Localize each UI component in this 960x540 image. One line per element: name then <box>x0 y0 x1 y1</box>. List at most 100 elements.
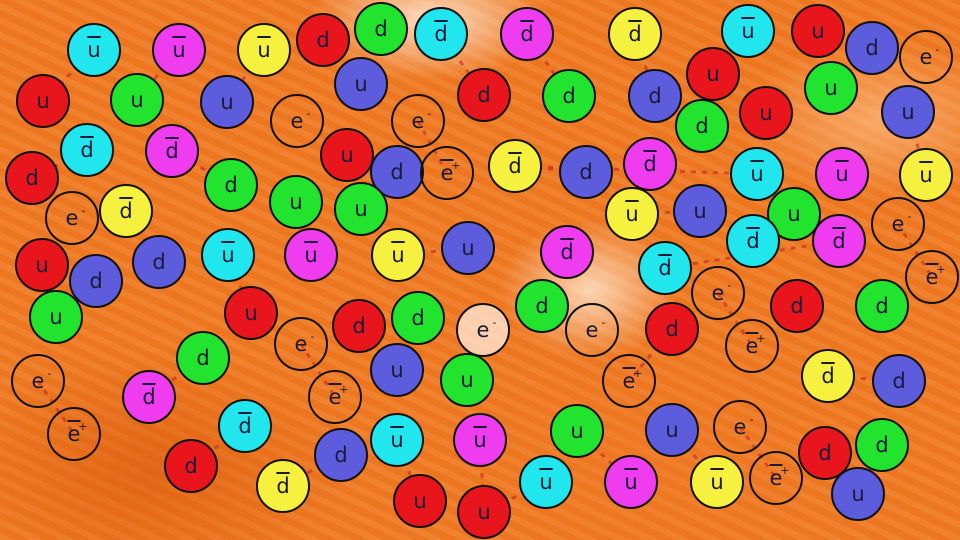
d-quark-green: d <box>204 158 258 212</box>
u-quark-green: u <box>440 353 494 407</box>
u-quark-red: u <box>739 86 793 140</box>
charge-label: - <box>306 106 311 120</box>
particle-label: d <box>184 453 198 478</box>
u-quark-red: u <box>320 128 374 182</box>
particle-label: e- <box>733 412 754 439</box>
charge-label: - <box>427 106 432 120</box>
u-quark-blue: u <box>831 467 885 521</box>
particle-label: d <box>821 363 835 388</box>
u-quark-red: u <box>15 238 69 292</box>
particle-label: u <box>304 242 318 267</box>
electron: e- <box>871 197 925 251</box>
particle-label: d <box>411 305 425 330</box>
particle-label: u <box>413 488 427 513</box>
charge-label: - <box>601 315 606 329</box>
particle-label: d <box>434 21 448 46</box>
particle-label: d <box>276 473 290 498</box>
charge-label: - <box>81 203 86 217</box>
particle-label: u <box>36 88 50 113</box>
particle-label: u <box>811 18 825 43</box>
d-quark-blue: d <box>872 354 926 408</box>
particle-label: e- <box>919 42 940 69</box>
particle-label: u <box>624 469 638 494</box>
particle-label: d <box>334 442 348 467</box>
electron: e- <box>713 400 767 454</box>
d-quark-green: d <box>354 2 408 56</box>
particle-label: u <box>289 189 303 214</box>
d-quark-red: d <box>457 68 511 122</box>
d-quark-green: d <box>515 279 569 333</box>
electron: e- <box>45 191 99 245</box>
charge-label: - <box>907 209 912 223</box>
particle-label: d <box>695 113 709 138</box>
d-quark-green: d <box>176 331 230 385</box>
anti-d-quark-yellow: d <box>488 139 542 193</box>
particle-label: u <box>710 469 724 494</box>
particle-label: u <box>244 300 258 325</box>
particle-label: d <box>579 159 593 184</box>
particle-label: d <box>142 384 156 409</box>
u-quark-red: u <box>686 47 740 101</box>
charge-label: + <box>78 419 88 433</box>
u-quark-green: u <box>334 182 388 236</box>
particle-label: e + <box>440 158 461 185</box>
d-quark-blue: d <box>559 145 613 199</box>
u-quark-blue: u <box>441 221 495 275</box>
anti-d-quark-magenta: d <box>122 370 176 424</box>
anti-d-quark-yellow: d <box>801 349 855 403</box>
anti-u-quark-cyan: u <box>721 4 775 58</box>
particle-label: d <box>832 228 846 253</box>
positron: e + <box>725 319 779 373</box>
u-quark-green: u <box>110 73 164 127</box>
particle-label: u <box>87 37 101 62</box>
d-quark-blue: d <box>314 428 368 482</box>
d-quark-green: d <box>542 69 596 123</box>
particle-label: d <box>560 239 574 264</box>
u-quark-green: u <box>804 61 858 115</box>
anti-u-quark-yellow: u <box>371 228 425 282</box>
particle-label: u <box>706 61 720 86</box>
charge-label: - <box>310 329 315 343</box>
d-quark-red: d <box>332 299 386 353</box>
particle-label: d <box>818 440 832 465</box>
particle-label: d <box>89 268 103 293</box>
anti-d-quark-magenta: d <box>500 7 554 61</box>
u-quark-red: u <box>457 485 511 539</box>
anti-d-quark-magenta: d <box>145 124 199 178</box>
anti-d-quark-cyan: d <box>60 123 114 177</box>
particle-label: u <box>354 196 368 221</box>
particle-label: d <box>316 27 330 52</box>
charge-label: + <box>936 262 946 276</box>
particle-label: d <box>165 138 179 163</box>
charge-label: + <box>756 331 766 345</box>
d-quark-blue: d <box>69 254 123 308</box>
particle-label: u <box>391 242 405 267</box>
positron: e + <box>602 354 656 408</box>
particle-label: d <box>196 345 210 370</box>
charge-label: - <box>749 412 754 426</box>
u-quark-green: u <box>269 175 323 229</box>
charge-label: + <box>780 463 790 477</box>
particle-label: u <box>824 75 838 100</box>
anti-d-quark-cyan: d <box>218 399 272 453</box>
particle-label: d <box>508 153 522 178</box>
u-quark-blue: u <box>673 184 727 238</box>
charge-label: - <box>935 42 940 56</box>
particle-label: e- <box>891 209 912 236</box>
particle-label: u <box>130 87 144 112</box>
anti-d-quark-cyan: d <box>638 241 692 295</box>
u-quark-red: u <box>393 474 447 528</box>
d-quark-red: d <box>296 13 350 67</box>
particle-label: u <box>390 427 404 452</box>
particle-label: e- <box>411 106 432 133</box>
particle-label: e- <box>31 366 52 393</box>
particle-label: u <box>460 367 474 392</box>
positron: e + <box>749 451 803 505</box>
particle-label: e- <box>585 315 606 342</box>
particle-label: u <box>759 100 773 125</box>
d-quark-green: d <box>391 291 445 345</box>
particle-label: u <box>461 235 475 260</box>
particle-label: d <box>865 35 879 60</box>
d-quark-blue: d <box>845 21 899 75</box>
